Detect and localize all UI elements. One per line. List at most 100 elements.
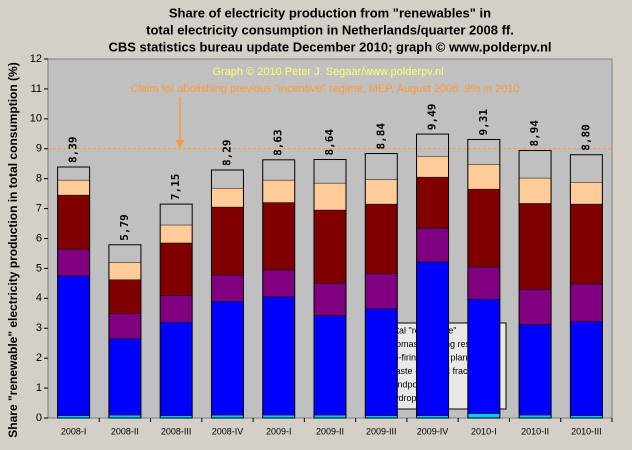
bar-segment — [518, 177, 552, 204]
bar-segment — [211, 187, 244, 208]
value-label: 8,39 — [67, 136, 80, 163]
bar-segment — [159, 242, 193, 296]
chart-title: CBS statistics bureau update December 20… — [108, 39, 551, 54]
value-label: 9,31 — [477, 109, 490, 136]
bar-segment — [518, 324, 552, 416]
bar-segment — [262, 296, 295, 416]
total-bar — [518, 150, 552, 419]
x-tick-label: 2010-II — [521, 426, 549, 436]
x-tick-label: 2009-II — [316, 426, 344, 436]
bar-segment — [211, 206, 244, 276]
bar-segment — [416, 176, 449, 229]
value-label: 8,94 — [528, 120, 541, 147]
bar-segment — [108, 338, 142, 416]
y-tick-label: 0 — [36, 412, 42, 424]
total-bar — [467, 138, 501, 419]
y-tick-label: 9 — [36, 143, 42, 155]
bar-segment — [518, 289, 552, 325]
chart-title: total electricity consumption in Netherl… — [146, 22, 514, 37]
bar-segment — [313, 283, 347, 316]
bar-segment — [467, 298, 501, 414]
bar-segment — [570, 283, 603, 322]
bar-segment — [365, 203, 398, 275]
x-tick-label: 2009-III — [366, 426, 397, 436]
bar-segment — [211, 301, 244, 416]
value-label: 5,79 — [118, 214, 131, 241]
total-bar — [159, 203, 193, 419]
y-tick-label: 5 — [36, 262, 42, 274]
bar-segment — [159, 295, 193, 323]
x-tick-label: 2010-I — [471, 426, 497, 436]
value-label: 8,64 — [323, 129, 336, 156]
value-label: 8,84 — [374, 123, 387, 150]
bar-segment — [57, 194, 90, 250]
total-bar — [262, 159, 296, 419]
y-tick-label: 2 — [36, 352, 42, 364]
x-tick-label: 2009-I — [266, 426, 292, 436]
y-tick-label: 4 — [36, 292, 42, 304]
bar-segment — [262, 179, 295, 203]
y-tick-label: 7 — [36, 202, 42, 214]
y-tick-label: 6 — [36, 232, 42, 244]
total-bar — [108, 244, 142, 419]
bar-segment — [108, 262, 142, 281]
annotation: Graph © 2010 Peter J. Segaar/www.polderp… — [212, 66, 443, 78]
bar-segment — [57, 179, 90, 196]
bar-segment — [313, 209, 347, 284]
y-tick-label: 11 — [31, 83, 42, 95]
y-tick-label: 1 — [36, 382, 42, 394]
chart-title: Share of electricity production from "re… — [169, 5, 491, 20]
total-bar — [57, 166, 91, 419]
bar-segment — [416, 261, 449, 416]
total-bar — [364, 153, 398, 419]
bar-segment — [570, 182, 603, 205]
bar-segment — [108, 313, 142, 339]
bar-segment — [416, 155, 449, 178]
y-tick-label: 8 — [36, 173, 42, 185]
bar-segment — [57, 248, 90, 277]
value-label: 8,63 — [272, 129, 285, 156]
bar-segment — [467, 188, 501, 268]
bar-segment — [365, 273, 398, 310]
bar-segment — [467, 413, 501, 419]
bar-segment — [262, 202, 295, 271]
annotation: Claim for abolishing previous "incentive… — [130, 83, 519, 95]
y-tick-label: 12 — [30, 53, 42, 65]
total-bar — [569, 154, 603, 419]
bar-segment — [518, 203, 552, 290]
arrow-head — [176, 140, 184, 149]
y-tick-label: 10 — [30, 113, 42, 125]
legend-label: hydropower — [389, 393, 436, 403]
x-tick-label: 2010-III — [571, 426, 602, 436]
bar-segment — [313, 315, 347, 416]
bar-segment — [57, 275, 90, 416]
total-bar — [416, 133, 450, 419]
value-label: 8,80 — [579, 124, 592, 151]
x-tick-label: 2008-II — [111, 426, 139, 436]
y-axis-label: Share "renewable" electricity production… — [6, 62, 20, 437]
value-label: 9,49 — [426, 104, 439, 131]
bar-segment — [365, 308, 398, 416]
bar-segment — [262, 269, 295, 298]
bar-segment — [365, 179, 398, 205]
bar-segment — [159, 224, 193, 244]
bar-segment — [108, 279, 142, 314]
value-label: 8,29 — [220, 139, 233, 166]
total-bar — [210, 169, 244, 419]
bar-segment — [467, 266, 501, 300]
total-bar — [313, 159, 347, 419]
x-tick-label: 2008-IV — [212, 426, 244, 436]
x-tick-label: 2008-I — [61, 426, 87, 436]
bar-segment — [313, 182, 347, 211]
bar-segment — [159, 322, 193, 416]
value-label: 7,15 — [169, 174, 182, 201]
bar-segment — [211, 274, 244, 302]
bar-segment — [570, 321, 603, 416]
y-tick-label: 3 — [36, 322, 42, 334]
bar-segment — [467, 164, 501, 190]
bar-segment — [416, 227, 449, 263]
legend-label: windpower — [388, 379, 432, 389]
x-tick-label: 2008-III — [161, 426, 192, 436]
bar-segment — [570, 203, 603, 285]
